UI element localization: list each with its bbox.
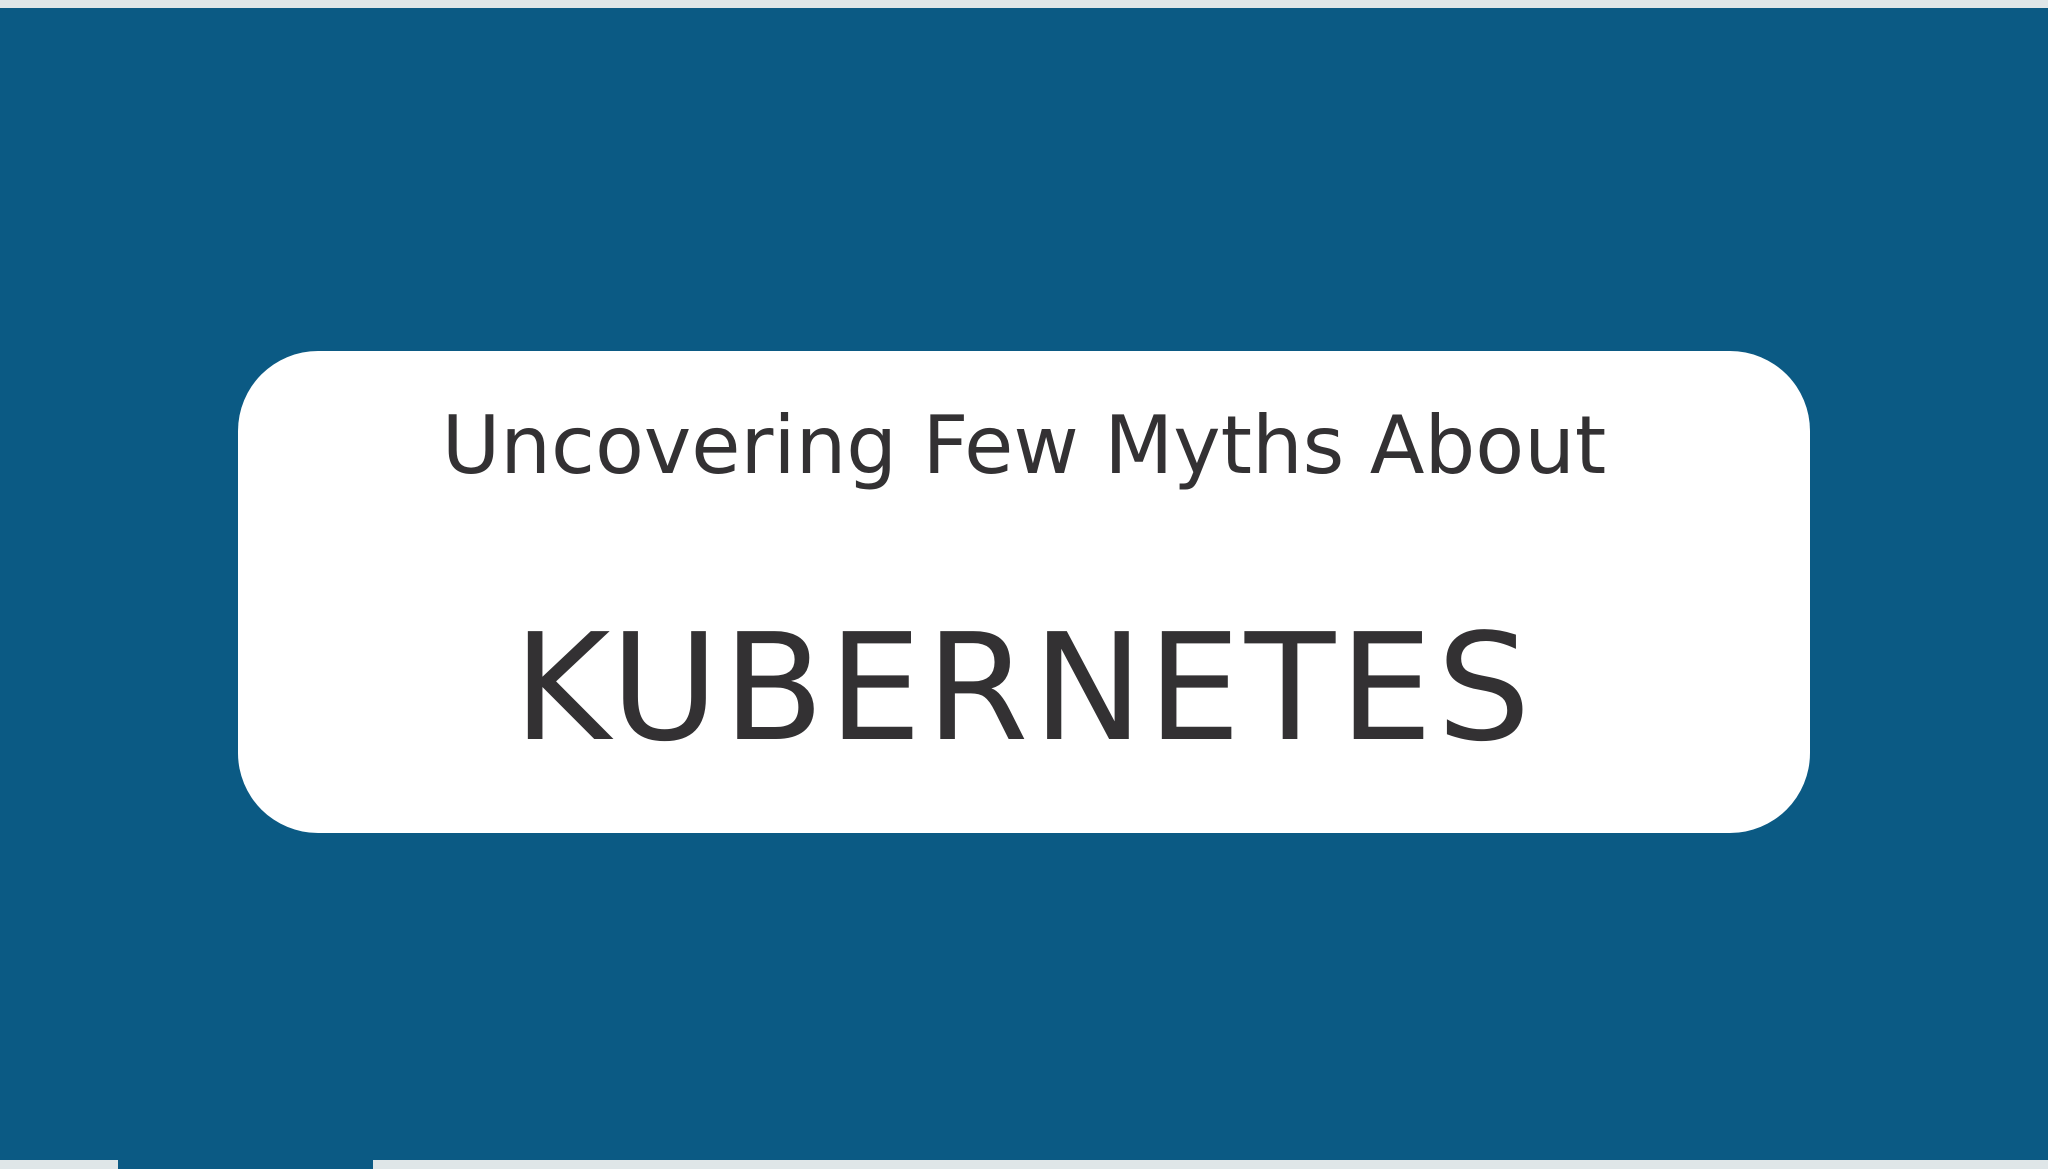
hero-banner: Uncovering Few Myths About KUBERNETES: [0, 8, 2048, 1160]
banner-title: KUBERNETES: [513, 602, 1535, 774]
bottom-tab-strip: [118, 1158, 373, 1169]
banner-subtitle: Uncovering Few Myths About: [441, 399, 1607, 492]
title-card: Uncovering Few Myths About KUBERNETES: [238, 351, 1810, 833]
